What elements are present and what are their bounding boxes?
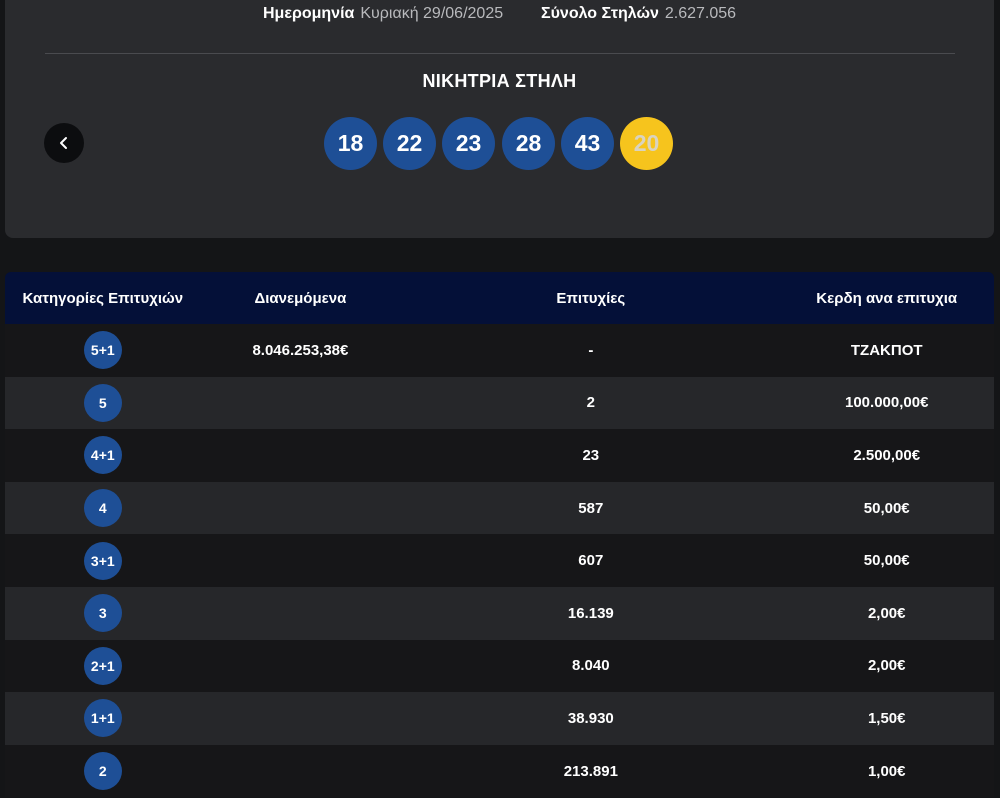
draw-results-card: Ημερομηνία Κυριακή 29/06/2025 Σύνολο Στηλ… (5, 0, 994, 238)
winners-cell: - (588, 341, 594, 359)
table-row: 5 2 100.000,00€ (5, 376, 994, 430)
table-row: 1+1 38.930 1,50€ (5, 692, 994, 745)
winning-column-title: ΝΙΚΗΤΡΙΑ ΣΤΗΛΗ (422, 71, 577, 91)
winners-cell: 587 (578, 499, 604, 517)
prize-cell: 50,00€ (863, 499, 910, 517)
table-header: Κατηγορίες Επιτυχιών Διανεμόμενα Επιτυχί… (5, 272, 994, 324)
winners-cell: 38.930 (567, 709, 614, 727)
number-ball: 43 (561, 117, 614, 170)
total-columns-label: Σύνολο Στηλών (541, 5, 659, 22)
prize-cell: 100.000,00€ (845, 394, 929, 412)
divider (45, 53, 955, 54)
draw-date-label: Ημερομηνία (263, 5, 355, 22)
total-columns: Σύνολο Στηλών 2.627.056 (541, 2, 736, 26)
prize-cell: 2,00€ (867, 657, 906, 675)
table-row: 2+1 8.040 2,00€ (5, 639, 994, 693)
winners-cell: 8.040 (572, 657, 610, 675)
winners-cell: 16.139 (567, 604, 614, 622)
category-badge: 3+1 (83, 541, 122, 580)
draw-meta: Ημερομηνία Κυριακή 29/06/2025 Σύνολο Στηλ… (5, 0, 994, 26)
prize-cell: 50,00€ (863, 552, 910, 570)
category-badge: 5+1 (83, 331, 122, 370)
winners-cell: 23 (582, 446, 600, 464)
table-row: 2 213.891 1,00€ (5, 744, 994, 798)
bonus-number-ball: 20 (620, 117, 673, 170)
chevron-left-icon (60, 137, 67, 149)
number-ball: 23 (442, 117, 495, 170)
category-badge: 4+1 (83, 436, 122, 475)
prize-cell: ΤΖΑΚΠΟΤ (850, 341, 923, 359)
winners-cell: 607 (578, 552, 604, 570)
prize-cell: 2,00€ (867, 604, 906, 622)
category-badge: 1+1 (83, 699, 122, 738)
header-category: Κατηγορίες Επιτυχιών (22, 289, 184, 307)
winners-cell: 2 (586, 394, 595, 412)
prize-cell: 2.500,00€ (853, 446, 921, 464)
prize-cell: 1,00€ (867, 762, 906, 780)
table-row: 3+1 607 50,00€ (5, 534, 994, 587)
draw-date-value: Κυριακή 29/06/2025 (360, 5, 504, 22)
number-ball: 28 (502, 117, 555, 170)
table-row: 4 587 50,00€ (5, 481, 994, 535)
number-ball: 22 (383, 117, 436, 170)
total-columns-value: 2.627.056 (664, 5, 737, 22)
winners-cell: 213.891 (563, 762, 618, 780)
table-row: 4+1 23 2.500,00€ (5, 429, 994, 482)
prize-cell: 1,50€ (867, 709, 906, 727)
distributed-cell: 8.046.253,38€ (252, 341, 349, 359)
table-row: 5+1 8.046.253,38€ - ΤΖΑΚΠΟΤ (5, 324, 994, 377)
prize-table: Κατηγορίες Επιτυχιών Διανεμόμενα Επιτυχί… (5, 272, 994, 798)
number-ball: 18 (324, 117, 377, 170)
category-badge: 2+1 (83, 646, 122, 685)
header-prize: Κερδη ανα επιτυχια (816, 289, 958, 307)
category-badge: 5 (83, 383, 122, 422)
category-badge: 4 (83, 489, 122, 528)
header-distributed: Διανεμόμενα (254, 289, 347, 307)
category-badge: 2 (83, 752, 122, 791)
category-badge: 3 (83, 594, 122, 633)
previous-draw-button[interactable] (44, 123, 84, 163)
draw-date: Ημερομηνία Κυριακή 29/06/2025 (263, 2, 503, 26)
table-row: 3 16.139 2,00€ (5, 586, 994, 640)
header-winners: Επιτυχίες (556, 289, 626, 307)
